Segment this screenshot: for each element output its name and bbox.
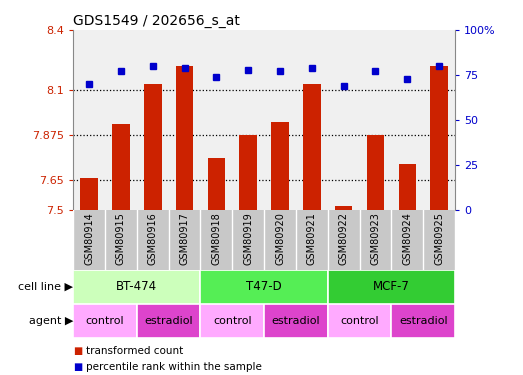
Bar [303,84,321,210]
Text: GSM80916: GSM80916 [148,212,158,264]
Bar [391,304,455,338]
Bar [335,206,353,210]
Text: transformed count: transformed count [86,346,184,355]
Bar [399,164,416,210]
Text: estradiol: estradiol [271,316,320,326]
Text: estradiol: estradiol [399,316,448,326]
Bar [200,270,328,304]
Text: GSM80920: GSM80920 [275,212,285,265]
Bar [367,135,384,210]
Bar [430,66,448,210]
Text: cell line ▶: cell line ▶ [18,282,73,292]
Text: GSM80922: GSM80922 [339,212,349,265]
Text: MCF-7: MCF-7 [373,280,410,293]
Bar [81,178,98,210]
Text: GSM80921: GSM80921 [307,212,317,265]
Text: T47-D: T47-D [246,280,282,293]
Text: GSM80919: GSM80919 [243,212,253,264]
Bar [271,122,289,210]
Text: ■: ■ [73,346,83,355]
Text: GSM80923: GSM80923 [370,212,380,265]
Text: control: control [86,316,124,326]
Text: ■: ■ [73,362,83,372]
Text: GSM80915: GSM80915 [116,212,126,265]
Bar [240,135,257,210]
Bar [112,124,130,210]
Text: agent ▶: agent ▶ [29,316,73,326]
Bar [328,270,455,304]
Bar [328,304,391,338]
Text: estradiol: estradiol [144,316,193,326]
Text: control: control [340,316,379,326]
Text: GSM80925: GSM80925 [434,212,444,265]
Text: control: control [213,316,252,326]
Text: GSM80924: GSM80924 [402,212,412,265]
Text: percentile rank within the sample: percentile rank within the sample [86,362,262,372]
Text: GSM80914: GSM80914 [84,212,94,264]
Text: GSM80917: GSM80917 [179,212,189,265]
Bar [73,304,137,338]
Text: GDS1549 / 202656_s_at: GDS1549 / 202656_s_at [73,13,240,28]
Text: BT-474: BT-474 [116,280,157,293]
Text: GSM80918: GSM80918 [211,212,221,264]
Bar [200,304,264,338]
Bar [73,270,200,304]
Bar [264,304,328,338]
Bar [208,158,225,210]
Bar [176,66,194,210]
Bar [144,84,162,210]
Bar [137,304,200,338]
